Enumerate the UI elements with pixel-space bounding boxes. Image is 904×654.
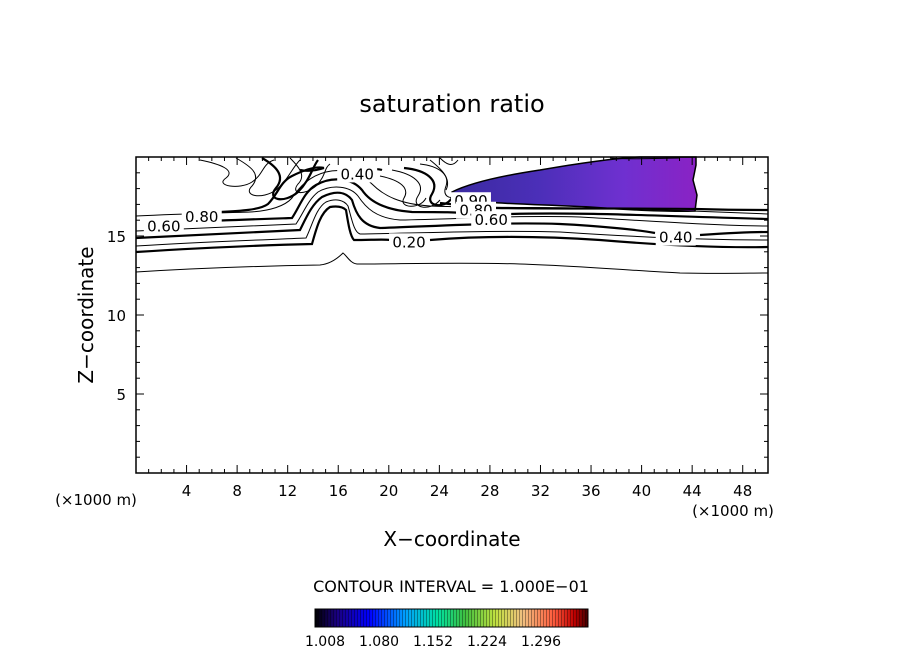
x-tick-label: 36 bbox=[581, 482, 600, 500]
x-tick-label: 20 bbox=[379, 482, 398, 500]
contour-label-bg bbox=[337, 165, 378, 183]
y-tick-label: 15 bbox=[107, 228, 126, 246]
x-axis-label: X−coordinate bbox=[383, 527, 520, 551]
contour-label-bg bbox=[143, 217, 184, 235]
x-tick-label: 12 bbox=[278, 482, 297, 500]
colorbar-tick-label: 1.152 bbox=[413, 634, 453, 650]
contour-label-bg bbox=[389, 233, 430, 251]
contour-interval: CONTOUR INTERVAL = 1.000E−01 bbox=[313, 577, 589, 596]
contour-label-bg bbox=[471, 211, 512, 229]
colorbar-tick-label: 1.296 bbox=[521, 634, 561, 650]
x-unit-right: (×1000 m) bbox=[692, 502, 774, 520]
x-tick-label: 8 bbox=[232, 482, 242, 500]
contour-label: 0.20 bbox=[392, 233, 425, 251]
contour-label: 0.40 bbox=[659, 229, 692, 247]
contour-label: 0.80 bbox=[185, 208, 218, 226]
contour-label-bg bbox=[181, 208, 222, 226]
contour-label: 0.60 bbox=[474, 211, 507, 229]
chart-title: saturation ratio bbox=[359, 90, 544, 118]
colorbar-tick-label: 1.224 bbox=[467, 634, 507, 650]
contour-label-bg bbox=[655, 228, 696, 246]
colorbar-frame bbox=[314, 608, 589, 628]
colorbar-stripes bbox=[315, 609, 588, 627]
x-tick-label: 4 bbox=[182, 482, 192, 500]
x-tick-label: 16 bbox=[329, 482, 348, 500]
contour-label: 0.40 bbox=[340, 165, 373, 183]
y-tick-label: 10 bbox=[107, 307, 126, 325]
x-tick-label: 40 bbox=[632, 482, 651, 500]
colorbar-tick-labels: 1.008 1.080 1.152 1.224 1.296 bbox=[305, 634, 561, 650]
y-tick-label: 5 bbox=[116, 386, 126, 404]
contour-labels: 0.400.800.600.200.900.800.600.40 bbox=[143, 165, 696, 251]
x-unit-left: (×1000 m) bbox=[55, 491, 137, 509]
contour-label: 0.60 bbox=[147, 218, 180, 236]
x-tick-label: 28 bbox=[480, 482, 499, 500]
x-tick-label: 32 bbox=[531, 482, 550, 500]
y-axis-label: Z−coordinate bbox=[74, 246, 98, 383]
x-tick-label: 48 bbox=[733, 482, 752, 500]
x-tick-label: 24 bbox=[430, 482, 449, 500]
x-tick-label: 44 bbox=[683, 482, 702, 500]
colorbar-tick-label: 1.080 bbox=[359, 634, 399, 650]
colorbar-tick-label: 1.008 bbox=[305, 634, 345, 650]
